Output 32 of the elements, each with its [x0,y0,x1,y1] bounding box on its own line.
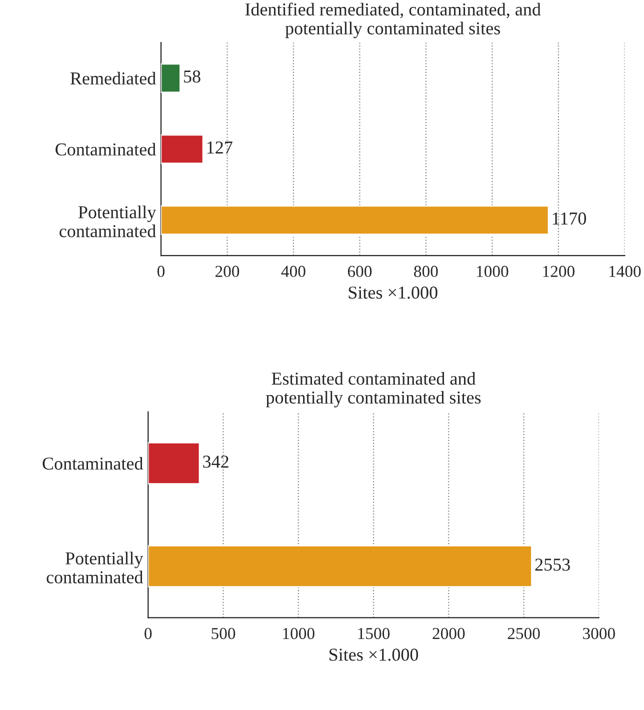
data-label: 127 [207,141,232,154]
x-tick-label: 1200 [543,266,574,278]
x-tick-label: 1500 [358,628,390,640]
y-tick-label: Potentially contaminated [46,552,144,584]
x-tick-label: 1000 [477,266,508,278]
data-label: 2553 [535,558,570,571]
y-tick-label: Contaminated [56,142,156,156]
chart-title: Estimated contaminated and potentially contaminated sites [266,372,481,408]
y-tick-label: Potentially contaminated [60,206,156,238]
x-tick-label: 0 [144,628,152,640]
bar [161,134,204,164]
x-tick-label: 2000 [432,628,465,640]
data-label: 342 [203,456,228,468]
x-tick-label: 0 [157,266,165,278]
data-label: 58 [184,70,200,83]
y-tick-label: Remediated [70,72,156,85]
x-tick-label: 800 [414,266,438,278]
data-label: 1170 [552,212,586,225]
x-tick-label: 3000 [583,628,615,640]
x-tick-label: 1000 [283,628,314,640]
x-axis-title: Sites ×1.000 [348,286,438,299]
x-tick-label: 2500 [508,628,540,640]
x-tick-label: 400 [281,266,306,278]
x-axis-title: Sites ×1.000 [330,648,418,661]
x-tick-label: 500 [212,628,236,640]
y-tick-label: Contaminated [42,457,144,470]
x-tick-label: 600 [348,266,372,278]
x-tick-label: 200 [215,266,240,278]
bar [161,205,550,235]
chart-title: Identified remediated, contaminated, and potentially contaminated sites [245,2,541,38]
x-tick-label: 1400 [609,266,641,278]
bar [161,63,181,93]
